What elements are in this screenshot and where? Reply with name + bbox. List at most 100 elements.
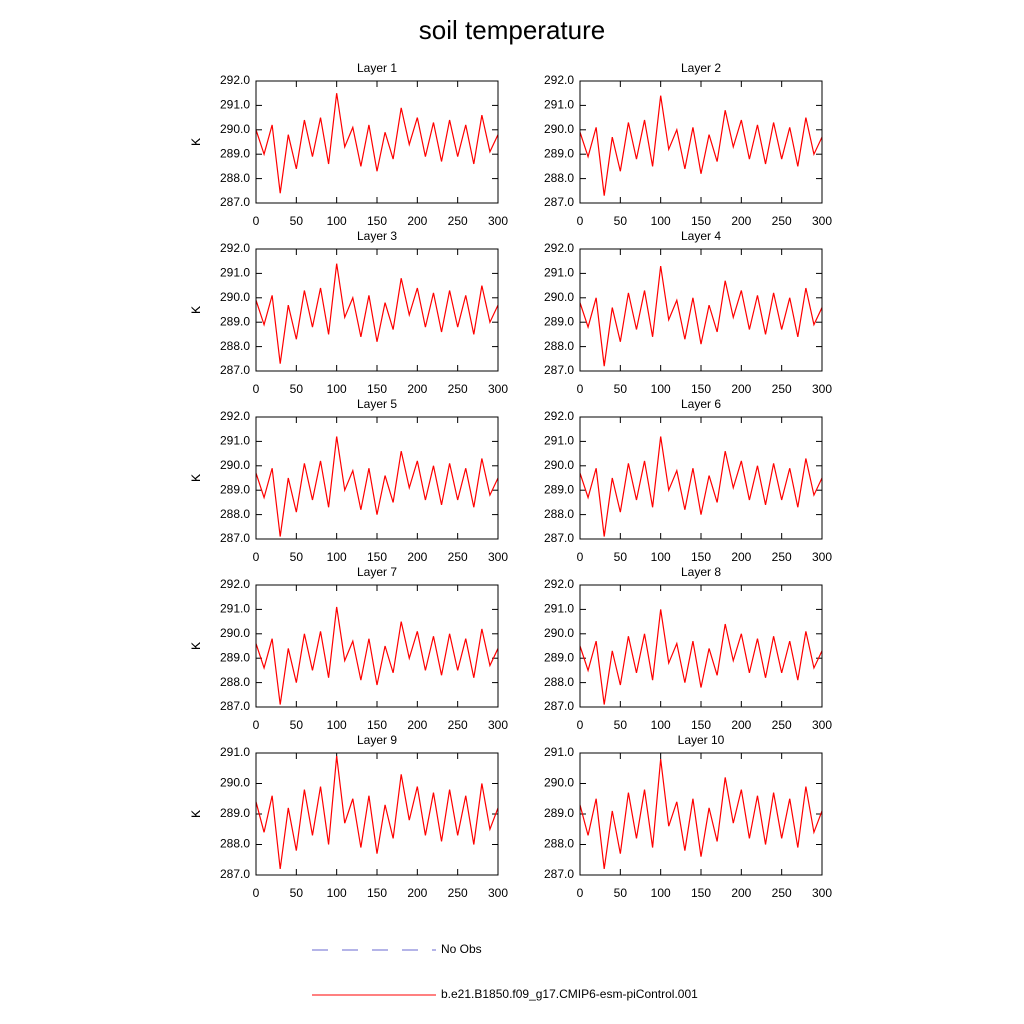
y-axis-label: K <box>189 642 203 650</box>
x-tick-label: 100 <box>651 382 671 396</box>
x-tick-label: 150 <box>367 382 387 396</box>
plot-frame <box>255 248 499 372</box>
x-tick-label: 250 <box>448 550 468 564</box>
series-line <box>579 436 823 537</box>
x-tick-label: 250 <box>772 886 792 900</box>
x-tick-label: 300 <box>812 886 832 900</box>
x-tick-label: 300 <box>812 550 832 564</box>
y-axis-label: K <box>189 474 203 482</box>
y-tick-label: 292.0 <box>544 241 574 255</box>
x-tick-label: 50 <box>614 718 628 732</box>
y-tick-label: 287.0 <box>544 363 574 377</box>
series-line <box>255 436 499 537</box>
y-tick-label: 288.0 <box>220 837 250 851</box>
y-tick-label: 292.0 <box>220 409 250 423</box>
plot-frame <box>579 416 823 540</box>
plot-frame <box>255 416 499 540</box>
y-tick-label: 289.0 <box>544 314 574 328</box>
x-tick-label: 100 <box>327 214 347 228</box>
y-tick-label: 291.0 <box>220 745 250 759</box>
x-tick-label: 300 <box>812 214 832 228</box>
y-axis-label: K <box>189 642 203 650</box>
y-tick-label: 287.0 <box>220 867 250 881</box>
plot-frame <box>255 80 499 204</box>
x-tick-label: 0 <box>253 382 260 396</box>
panel-title: Layer 2 <box>681 61 721 75</box>
legend-label: b.e21.B1850.f09_g17.CMIP6-esm-piControl.… <box>441 987 698 1001</box>
y-tick-label: 289.0 <box>220 314 250 328</box>
x-tick-label: 150 <box>367 214 387 228</box>
x-tick-label: 150 <box>691 886 711 900</box>
x-tick-label: 0 <box>577 382 584 396</box>
series-line <box>579 759 823 869</box>
series-line <box>579 609 823 705</box>
x-tick-label: 0 <box>577 886 584 900</box>
y-tick-label: 292.0 <box>544 409 574 423</box>
x-tick-label: 250 <box>448 886 468 900</box>
y-tick-label: 287.0 <box>220 363 250 377</box>
x-tick-label: 250 <box>448 382 468 396</box>
x-tick-label: 0 <box>253 214 260 228</box>
y-tick-label: 287.0 <box>220 531 250 545</box>
y-tick-label: 290.0 <box>220 776 250 790</box>
y-tick-label: 287.0 <box>544 867 574 881</box>
panel-title: Layer 8 <box>681 565 721 579</box>
legend-label: No Obs <box>441 942 482 956</box>
x-tick-label: 100 <box>651 214 671 228</box>
y-tick-label: 292.0 <box>220 73 250 87</box>
y-tick-label: 288.0 <box>544 507 574 521</box>
x-tick-label: 0 <box>253 886 260 900</box>
x-tick-label: 50 <box>290 382 304 396</box>
x-tick-label: 50 <box>614 214 628 228</box>
x-tick-label: 100 <box>651 550 671 564</box>
x-tick-label: 250 <box>448 718 468 732</box>
y-tick-label: 291.0 <box>544 266 574 280</box>
y-tick-label: 290.0 <box>220 458 250 472</box>
series-line <box>255 263 499 364</box>
y-tick-label: 288.0 <box>220 507 250 521</box>
x-tick-label: 150 <box>367 718 387 732</box>
y-tick-label: 289.0 <box>544 806 574 820</box>
y-tick-label: 287.0 <box>544 195 574 209</box>
x-tick-label: 100 <box>327 886 347 900</box>
y-tick-label: 288.0 <box>544 675 574 689</box>
x-tick-label: 50 <box>614 886 628 900</box>
x-tick-label: 150 <box>691 214 711 228</box>
x-tick-label: 250 <box>448 214 468 228</box>
y-tick-label: 290.0 <box>544 290 574 304</box>
y-tick-label: 287.0 <box>220 699 250 713</box>
y-tick-label: 291.0 <box>220 98 250 112</box>
x-tick-label: 250 <box>772 382 792 396</box>
x-tick-label: 100 <box>651 718 671 732</box>
series-line <box>579 265 823 367</box>
x-tick-label: 50 <box>614 382 628 396</box>
y-axis-label: K <box>189 306 203 314</box>
x-tick-label: 150 <box>691 718 711 732</box>
y-axis-label: K <box>189 306 203 314</box>
x-tick-label: 100 <box>651 886 671 900</box>
x-tick-label: 50 <box>290 214 304 228</box>
x-tick-label: 50 <box>614 550 628 564</box>
x-tick-label: 200 <box>731 382 751 396</box>
x-tick-label: 200 <box>731 214 751 228</box>
y-tick-label: 292.0 <box>220 241 250 255</box>
y-tick-label: 287.0 <box>544 531 574 545</box>
x-tick-label: 300 <box>488 718 508 732</box>
series-line <box>579 95 823 196</box>
y-tick-label: 290.0 <box>544 122 574 136</box>
y-tick-label: 292.0 <box>544 73 574 87</box>
panel-title: Layer 9 <box>357 733 397 747</box>
x-tick-label: 200 <box>731 550 751 564</box>
x-tick-label: 200 <box>731 718 751 732</box>
y-tick-label: 291.0 <box>544 434 574 448</box>
y-tick-label: 289.0 <box>220 482 250 496</box>
y-tick-label: 289.0 <box>220 650 250 664</box>
y-tick-label: 288.0 <box>220 339 250 353</box>
y-tick-label: 290.0 <box>220 290 250 304</box>
plot-frame <box>255 584 499 708</box>
y-tick-label: 288.0 <box>544 837 574 851</box>
x-tick-label: 150 <box>691 382 711 396</box>
y-tick-label: 289.0 <box>220 806 250 820</box>
x-tick-label: 250 <box>772 550 792 564</box>
